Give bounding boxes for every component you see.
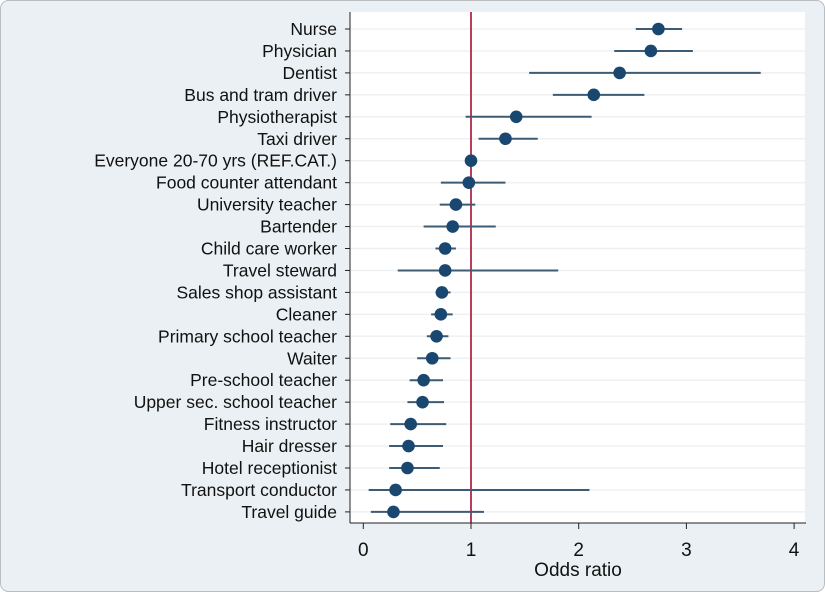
x-tick-label: 4 — [789, 540, 800, 561]
y-tick-label: Bartender — [260, 217, 337, 237]
point-estimate — [387, 505, 400, 519]
y-tick-label: Hotel receptionist — [202, 458, 337, 478]
point-estimate — [417, 373, 430, 387]
y-tick-label: Taxi driver — [257, 129, 337, 149]
point-estimate — [416, 395, 429, 409]
point-estimate — [644, 44, 658, 58]
y-tick-label: Waiter — [287, 348, 337, 368]
point-estimate — [401, 461, 414, 475]
point-estimate — [438, 242, 452, 255]
y-tick-label: Pre-school teacher — [190, 370, 337, 390]
y-tick-label: Physiotherapist — [217, 107, 337, 127]
y-tick-label: Bus and tram driver — [184, 85, 337, 105]
y-tick-label: Everyone 20-70 yrs (REF.CAT.) — [94, 151, 337, 171]
y-tick-label: Sales shop assistant — [176, 282, 337, 302]
y-tick-label: Dentist — [283, 63, 338, 83]
y-tick-label: Cleaner — [276, 304, 337, 324]
point-estimate — [499, 132, 512, 146]
point-estimate — [446, 220, 459, 233]
y-tick-label: Child care worker — [201, 239, 337, 259]
y-tick-label: Travel steward — [223, 260, 337, 280]
point-estimate — [425, 351, 439, 365]
point-estimate — [389, 483, 402, 497]
point-estimate — [449, 198, 463, 211]
x-axis-label: Odds ratio — [534, 560, 622, 581]
y-tick-label: Transport conductor — [181, 480, 337, 500]
point-estimate — [435, 286, 449, 299]
point-estimate — [464, 154, 478, 167]
point-estimate — [430, 330, 443, 343]
y-tick-label: University teacher — [197, 195, 337, 215]
y-tick-label: Nurse — [290, 19, 337, 39]
point-estimate — [402, 439, 415, 453]
y-tick-label: Travel guide — [241, 502, 337, 522]
x-tick-label: 0 — [358, 540, 369, 561]
point-estimate — [613, 66, 626, 80]
y-tick-label: Upper sec. school teacher — [134, 392, 337, 412]
point-estimate — [652, 22, 665, 36]
y-tick-label: Hair dresser — [242, 436, 337, 456]
point-estimate — [587, 88, 601, 102]
point-estimate — [438, 264, 452, 277]
y-tick-label: Physician — [262, 41, 337, 61]
point-estimate — [434, 308, 448, 321]
x-tick-label: 3 — [681, 540, 692, 561]
y-tick-label: Fitness instructor — [204, 414, 337, 434]
x-tick-label: 1 — [466, 540, 477, 561]
x-tick-label: 2 — [573, 540, 584, 561]
plot-area — [350, 12, 805, 523]
point-estimate — [509, 110, 523, 124]
y-tick-label: Food counter attendant — [156, 173, 337, 193]
point-estimate — [462, 176, 476, 189]
y-tick-label: Primary school teacher — [158, 326, 337, 346]
point-estimate — [404, 417, 417, 431]
